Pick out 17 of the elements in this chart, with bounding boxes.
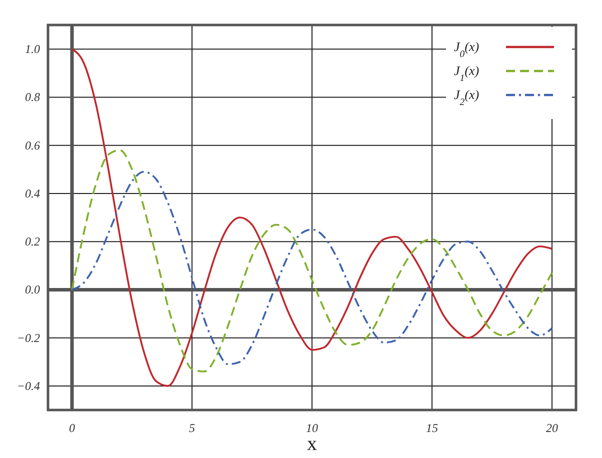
legend-label: J$_{2}$(x): [454, 87, 480, 108]
y-tick-label: 0.6: [25, 138, 40, 152]
x-axis-title: x: [307, 433, 317, 455]
x-tick-label: 10: [306, 421, 318, 435]
y-tick-label: −0.4: [16, 378, 40, 393]
y-tick-label: 0.2: [25, 234, 40, 249]
y-tick-label: 0.8: [25, 90, 40, 104]
x-tick-label: 15: [426, 421, 438, 435]
legend-label: J$_{1}$(x): [454, 63, 480, 84]
x-tick-label: 0: [69, 421, 75, 435]
y-tick-label: 0.4: [25, 186, 40, 200]
y-tick-label: 0.0: [25, 282, 40, 297]
x-tick-label: 5: [189, 421, 195, 435]
y-tick-label: −0.2: [16, 330, 40, 345]
y-tick-label: 1.0: [25, 42, 40, 56]
x-tick-label: 20: [546, 421, 558, 435]
legend-label: J$_{0}$(x): [454, 39, 480, 60]
